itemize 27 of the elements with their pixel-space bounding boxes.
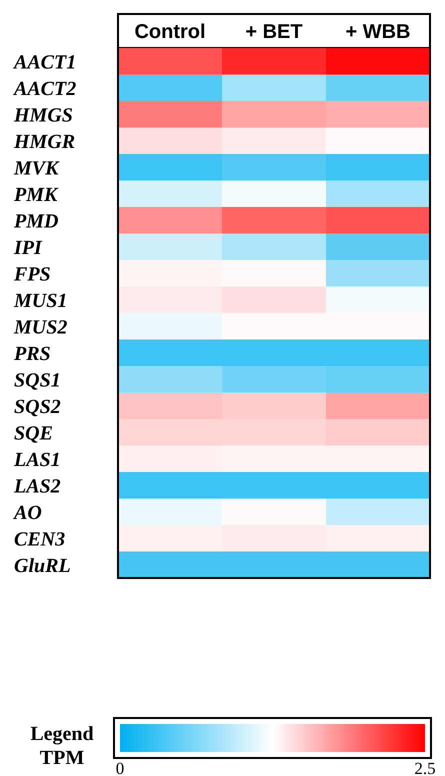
- y-tick-label: LAS2: [13, 475, 61, 498]
- y-tick-label: IPI: [13, 236, 43, 259]
- x-tick-label: + WBB: [346, 21, 410, 43]
- y-tick-label: PMD: [13, 210, 58, 232]
- color-bar-label: 0: [116, 759, 124, 776]
- y-tick-label: AO: [12, 502, 42, 524]
- y-tick-label: AACT1: [12, 51, 76, 74]
- y-tick-label: PRS: [13, 342, 51, 365]
- y-tick-label: AACT2: [12, 78, 76, 100]
- y-tick-label: CEN3: [14, 528, 66, 550]
- y-tick-label: PMK: [13, 184, 59, 206]
- legend-title: Legend: [30, 723, 94, 745]
- x-tick-label: + BET: [245, 21, 303, 43]
- y-tick-label: SQS2: [14, 396, 61, 418]
- y-tick-label: HMGS: [13, 104, 73, 126]
- y-tick-label: MUS2: [13, 316, 68, 338]
- y-tick-label: HMGR: [13, 130, 76, 153]
- y-tick-label: SQS1: [14, 369, 61, 392]
- y-tick-label: GluRL: [14, 554, 71, 577]
- y-tick-label: MUS1: [13, 290, 68, 312]
- y-tick-label: MVK: [13, 157, 60, 180]
- color-bar-title: TPM: [40, 747, 84, 769]
- y-tick-label: FPS: [13, 263, 51, 286]
- y-tick-label: SQE: [14, 422, 53, 444]
- y-tick-label: LAS1: [13, 448, 61, 471]
- x-tick-label: Control: [134, 21, 206, 43]
- color-bar-label: 2.5: [414, 759, 436, 776]
